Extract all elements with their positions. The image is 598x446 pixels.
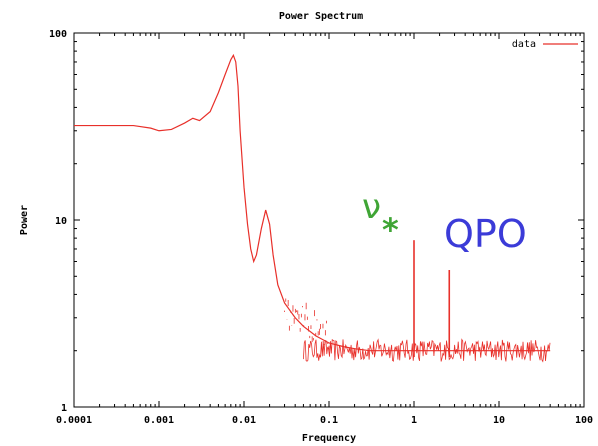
x-tick-label: 0.01 — [232, 415, 256, 426]
x-axis-ticks: 0.0001 0.001 0.01 0.1 1 10 100 — [56, 33, 593, 426]
series-line-data — [74, 53, 551, 352]
annotation-nu-star: ν * — [362, 187, 399, 249]
y-axis-label: Power — [19, 205, 30, 235]
x-tick-label: 1 — [411, 415, 417, 426]
legend: data — [512, 39, 578, 50]
annotation-nu-subscript: * — [382, 211, 399, 249]
noise-floor-band — [284, 298, 551, 363]
x-axis-label: Frequency — [302, 433, 356, 444]
legend-entry-data: data — [512, 39, 536, 50]
annotation-qpo: QPO — [444, 212, 527, 256]
y-tick-label: 1 — [61, 403, 67, 414]
x-tick-label: 0.1 — [320, 415, 338, 426]
y-axis-ticks: 1 10 100 — [49, 29, 584, 414]
x-tick-label: 10 — [493, 415, 505, 426]
chart-title: Power Spectrum — [279, 11, 363, 22]
x-tick-label: 0.001 — [144, 415, 174, 426]
x-tick-label: 100 — [575, 415, 593, 426]
y-tick-label: 10 — [55, 216, 67, 227]
x-tick-label: 0.0001 — [56, 415, 92, 426]
annotation-nu: ν — [362, 187, 381, 227]
spike-lines — [413, 240, 451, 358]
y-tick-label: 100 — [49, 29, 67, 40]
